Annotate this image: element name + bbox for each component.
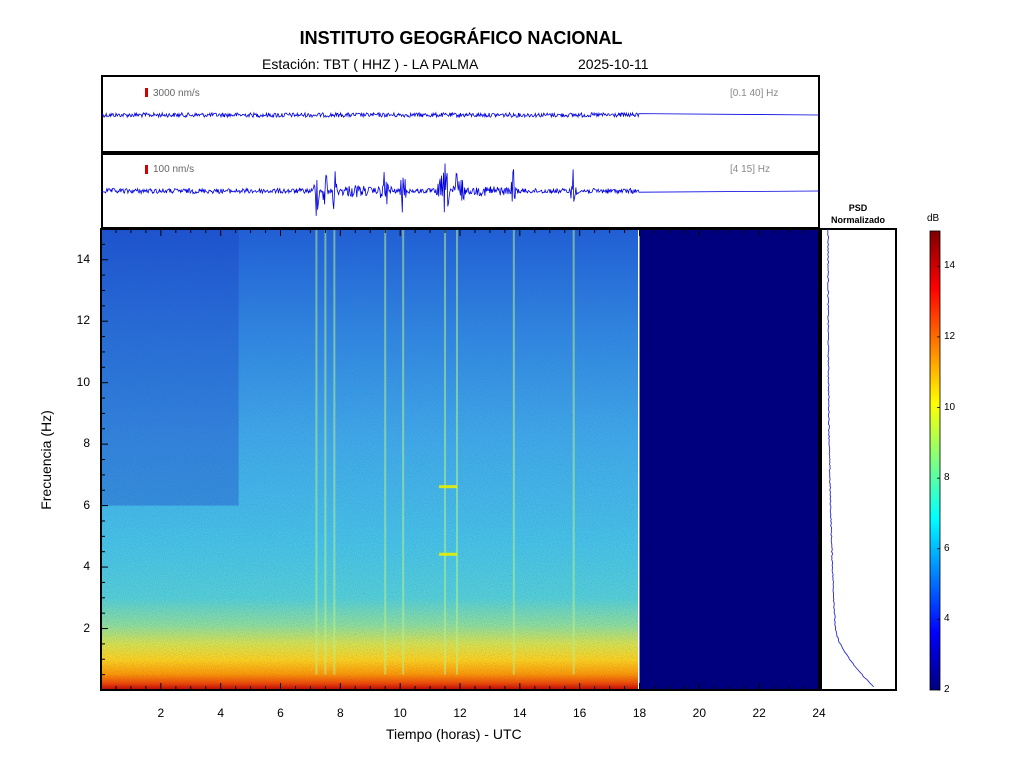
- no-data-region: [639, 229, 819, 690]
- psd-title-line1: PSD: [848, 203, 868, 213]
- spectrogram: [102, 229, 819, 690]
- colorbar-tick-label: 4: [944, 613, 950, 625]
- colorbar-gradient: [929, 230, 941, 691]
- y-tick-label: 14: [76, 251, 90, 266]
- psd-panel: [820, 228, 897, 691]
- page-title: INSTITUTO GEOGRÁFICO NACIONAL: [299, 28, 623, 48]
- axes: [100, 228, 820, 691]
- x-tick-label: 4: [217, 706, 224, 720]
- waveforms: [101, 111, 820, 216]
- quiet-period-shade: [102, 230, 239, 506]
- spectrogram-noise: [102, 230, 638, 689]
- colorbar-tick-label: 6: [944, 542, 950, 554]
- y-tick-label: 6: [83, 497, 90, 512]
- spectral-line: [439, 552, 458, 556]
- colorbar-unit-label: dB: [927, 213, 940, 224]
- scale-label-broadband: 3000 nm/s: [153, 88, 200, 99]
- y-tick-label: 4: [83, 559, 90, 574]
- station-label: Estación: TBT ( HHZ ) - LA PALMA: [262, 56, 479, 72]
- psd-title: PSD Normalizado: [818, 202, 898, 226]
- date-label: 2025-10-11: [578, 56, 649, 72]
- filter-label-broadband: [0.1 40] Hz: [730, 88, 779, 99]
- x-tick-label: 2: [157, 706, 165, 720]
- y-tick-label: 2: [83, 620, 90, 635]
- y-tick-label: 8: [83, 436, 90, 451]
- event-line: [444, 230, 447, 675]
- event-line: [512, 230, 515, 675]
- x-tick-label: 14: [513, 706, 527, 720]
- x-tick-label: 20: [692, 706, 706, 720]
- x-tick-label: 8: [336, 706, 344, 720]
- colorbar-tick-label: 10: [944, 401, 956, 413]
- x-axis-label: Tiempo (horas) - UTC: [386, 726, 522, 742]
- colorbar: [929, 230, 941, 691]
- scale-bar-broadband: [145, 88, 148, 97]
- y-tick-label: 12: [76, 313, 90, 328]
- x-tick-label: 10: [393, 706, 407, 720]
- scale-bar-filtered: [145, 165, 148, 174]
- colorbar-tick-label: 12: [944, 330, 956, 342]
- waveform-broadband: [101, 111, 820, 119]
- psd-frame: [820, 228, 897, 691]
- y-axis-label: Frecuencia (Hz): [38, 410, 54, 510]
- x-tick-label: 22: [752, 706, 766, 720]
- scale-label-filtered: 100 nm/s: [153, 164, 195, 175]
- colorbar-tick-label: 8: [944, 472, 950, 484]
- event-line: [402, 230, 405, 675]
- x-tick-label: 24: [812, 706, 826, 720]
- y-tick-label: 10: [76, 374, 90, 389]
- waveform-filtered: [101, 163, 820, 216]
- spectrogram-data: [102, 230, 638, 689]
- event-line: [456, 230, 459, 675]
- psd-title-line2: Normalizado: [830, 215, 885, 225]
- spectral-line: [439, 485, 458, 489]
- psd-curve: [827, 228, 874, 688]
- x-tick-label: 12: [453, 706, 467, 720]
- filter-label-filtered: [4 15] Hz: [730, 164, 771, 175]
- colorbar-tick-label: 14: [944, 260, 956, 272]
- event-line: [384, 230, 387, 675]
- x-tick-label: 6: [277, 706, 284, 720]
- event-line: [333, 230, 336, 675]
- colorbar-tick-label: 2: [944, 684, 950, 695]
- x-tick-label: 18: [632, 706, 647, 720]
- event-line: [324, 230, 327, 675]
- x-tick-label: 16: [572, 706, 587, 720]
- event-line: [572, 230, 575, 675]
- event-line: [315, 230, 318, 675]
